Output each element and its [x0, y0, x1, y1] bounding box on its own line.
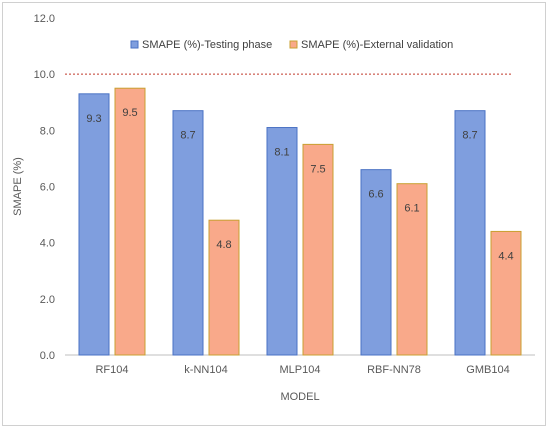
x-tick-label: GMB104	[466, 364, 509, 376]
x-axis-title: MODEL	[280, 391, 319, 403]
y-axis-title: SMAPE (%)	[12, 157, 24, 216]
y-axis-ticks: 0.0 2.0 4.0 6.0 8.0 10.0 12.0	[34, 13, 55, 362]
bar-external-gmb104	[490, 230, 522, 356]
bar-external-rf104	[114, 87, 146, 356]
bar-testing-mlp104	[266, 127, 298, 356]
data-label: 9.3	[86, 113, 101, 125]
x-tick-label: RF104	[95, 364, 128, 376]
data-label: 8.1	[274, 147, 289, 159]
legend-swatch-external	[289, 40, 298, 49]
chart-frame: 0.0 2.0 4.0 6.0 8.0 10.0 12.0 9.3 9.5 8.7 4.8 8.1 7…	[2, 2, 546, 426]
data-label: 7.5	[310, 163, 325, 175]
bar-testing-gmb104	[454, 110, 486, 356]
bar-testing-k-nn104	[172, 110, 204, 356]
legend-label-external: SMAPE (%)-External validation	[301, 39, 453, 51]
data-label: 8.7	[462, 130, 477, 142]
y-tick-label: 2.0	[40, 294, 55, 306]
bar-testing-rbf-nn78	[360, 169, 392, 356]
legend: SMAPE (%)-Testing phase SMAPE (%)-Externa…	[130, 39, 453, 51]
y-tick-label: 8.0	[40, 125, 55, 137]
legend-label-testing: SMAPE (%)-Testing phase	[142, 39, 272, 51]
y-tick-label: 10.0	[34, 69, 55, 81]
x-tick-label: k-NN104	[184, 364, 227, 376]
data-label: 6.1	[404, 203, 419, 215]
x-tick-label: MLP104	[280, 364, 321, 376]
data-label: 4.8	[216, 239, 231, 251]
x-axis-ticks: RF104 k-NN104 MLP104 RBF-NN78 GMB104	[95, 364, 509, 376]
bar-testing-rf104	[78, 93, 110, 356]
y-tick-label: 6.0	[40, 182, 55, 194]
data-label: 6.6	[368, 189, 383, 201]
bar-external-mlp104	[302, 143, 334, 356]
data-label: 4.4	[498, 250, 513, 262]
y-tick-label: 12.0	[34, 13, 55, 25]
y-tick-label: 4.0	[40, 238, 55, 250]
legend-swatch-testing	[130, 40, 139, 49]
data-label: 8.7	[180, 130, 195, 142]
bar-external-k-nn104	[208, 219, 240, 356]
bar-chart: 0.0 2.0 4.0 6.0 8.0 10.0 12.0 9.3 9.5 8.7 4.8 8.1 7…	[12, 13, 535, 403]
x-tick-label: RBF-NN78	[367, 364, 421, 376]
y-tick-label: 0.0	[40, 350, 55, 362]
data-label: 9.5	[122, 107, 137, 119]
bar-external-rbf-nn78	[396, 183, 428, 356]
bars: 9.3 9.5 8.7 4.8 8.1 7.5 6.6 6.1 8.7 4.4	[78, 87, 522, 356]
